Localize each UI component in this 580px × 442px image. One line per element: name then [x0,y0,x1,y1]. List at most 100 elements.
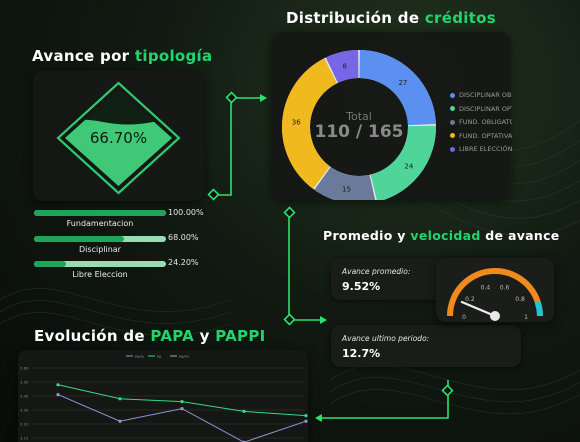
legend-label: DISCIPLINAR OBL [459,91,512,99]
gauge-tick-label: 0 [462,314,466,321]
progress-bar-libre [34,261,166,267]
progress-fill-libre [34,261,66,267]
heading-avance: Avance por tipología [32,47,212,65]
heading-distribucion-accent: créditos [424,9,496,27]
donut-legend-item[interactable]: FUND. OBLIGATORIA [450,118,512,126]
gauge-tick-label: 0.6 [500,285,510,292]
credits-donut: 27 24 15 36 8 Total 110 / 165 [282,50,436,200]
chart-point [56,383,60,387]
progress-bar-fundamentacion [34,210,166,216]
connector-node [225,91,238,104]
heading-promedio-prefix: Promedio y [323,228,411,243]
donut-legend-item[interactable]: LIBRE ELECCIÓN [450,145,512,153]
progress-percent-libre: 24.20% [168,258,199,267]
progress-fill-fundamentacion [34,210,166,216]
legend-dot [450,106,455,111]
diamond-outline [56,81,181,195]
heading-evolucion-prefix: Evolución de [34,327,151,345]
chart-legend-label: PAPA [135,355,144,359]
connector-node [441,384,454,397]
connector-node [283,206,296,219]
last-speed-label: Avance ultimo periodo: [342,334,430,343]
progress-label-fundamentacion: Fundamentacion [66,219,134,228]
legend-label: FUND. OBLIGATORIA [459,118,512,126]
donut-segment-label: 36 [292,119,301,127]
progress-percent-fundamentacion: 100.00% [168,208,204,217]
chart-legend: PAPA PA PAPPI [126,355,189,359]
evolution-chart: PAPA PA PAPPI 3.603.503.403.303.203.10 [20,355,308,442]
heading-promedio: Promedio y velocidad de avance [323,228,560,243]
diamond-gauge: 66.70% [56,81,181,195]
donut-segments: 27 24 15 36 8 [282,50,436,200]
chart-point [118,397,122,401]
connector-node [283,313,296,326]
heading-avance-prefix: Avance por [32,47,135,65]
last-speed-value: 12.7% [342,347,381,360]
legend-label: DISCIPLINAR OPT [459,104,512,113]
avg-speed-value: 9.52% [342,280,381,293]
gauge-tick-label: 0.4 [481,285,491,292]
chart-ytick: 3.10 [20,436,29,441]
progress-label-disciplinar: Disciplinar [79,245,121,254]
gauge-tick-label: 0.8 [515,296,525,303]
heading-avance-accent: tipología [134,47,213,65]
legend-label: FUND. OPTATIVA [459,131,512,140]
progress-label-libre: Libre Eleccion [72,270,128,279]
chart-ytick: 3.50 [20,380,29,385]
chart-point [56,393,60,397]
chart-grid: 3.60 3.50 3.40 3.30 3.20 3.10 [20,366,303,441]
donut-center-value: 110 / 165 [314,122,403,142]
donut-segment [369,125,436,200]
typology-panel: 66.70% [33,71,204,201]
gauge-arc-end [534,301,543,317]
heading-evolucion-accent-papa: PAPA [150,327,195,345]
heading-distribucion-prefix: Distribución de [286,9,425,27]
chart-point [304,414,308,418]
donut-segment-label: 8 [342,63,346,71]
connector-arrowhead [320,316,327,324]
connector-arrowhead [260,94,267,102]
donut-segment-label: 27 [398,79,407,87]
last-speed-card: Avance ultimo periodo: 12.7% [331,325,521,367]
gauge-tick-label: 1 [524,314,528,321]
donut-legend-item[interactable]: FUND. OPTATIVA [450,132,512,140]
donut-segment-label: 15 [342,186,351,194]
connector-node [207,188,220,201]
chart-legend-label: PA [157,355,162,359]
donut-legend-item[interactable]: DISCIPLINAR OBL [450,91,512,99]
chart-point [180,407,184,411]
legend-dot [450,133,455,138]
connector-typology-credits [214,97,260,196]
legend-dot [450,92,455,98]
legend-dot [450,146,455,152]
chart-point [180,400,184,404]
chart-series [56,383,308,442]
donut-segment [282,58,338,189]
legend-dot [450,119,455,125]
gauge-hub [490,311,500,321]
progress-percent-disciplinar: 68.00% [168,233,199,242]
diamond-percent: 66.70% [90,129,147,147]
legend-label: LIBRE ELECCIÓN [459,145,512,153]
donut-segment [314,166,376,200]
heading-distribucion: Distribución de créditos [286,9,496,27]
chart-point [304,419,308,423]
avg-speed-label: Avance promedio: [342,267,411,276]
chart-ytick: 3.20 [20,422,29,427]
gauge-needle [460,300,497,318]
donut-segment [358,50,436,126]
connector-speed-evolution [322,380,449,419]
heading-promedio-accent: velocidad [410,228,481,243]
donut-segment [325,50,360,84]
gauge-arc [447,268,543,317]
heading-evolucion-mid: y [194,327,216,345]
chart-ytick: 3.40 [20,394,29,399]
chart-ytick: 3.60 [20,366,29,371]
donut-legend-item[interactable]: DISCIPLINAR OPT [450,105,512,113]
progress-bar-disciplinar [34,236,166,242]
chart-legend-label: PAPPI [179,355,189,359]
chart-point [118,419,122,423]
connector-credits-speed [288,213,320,321]
heading-evolucion-accent-pappi: PAPPI [215,327,266,345]
heading-evolucion: Evolución de PAPA y PAPPI [34,327,266,345]
